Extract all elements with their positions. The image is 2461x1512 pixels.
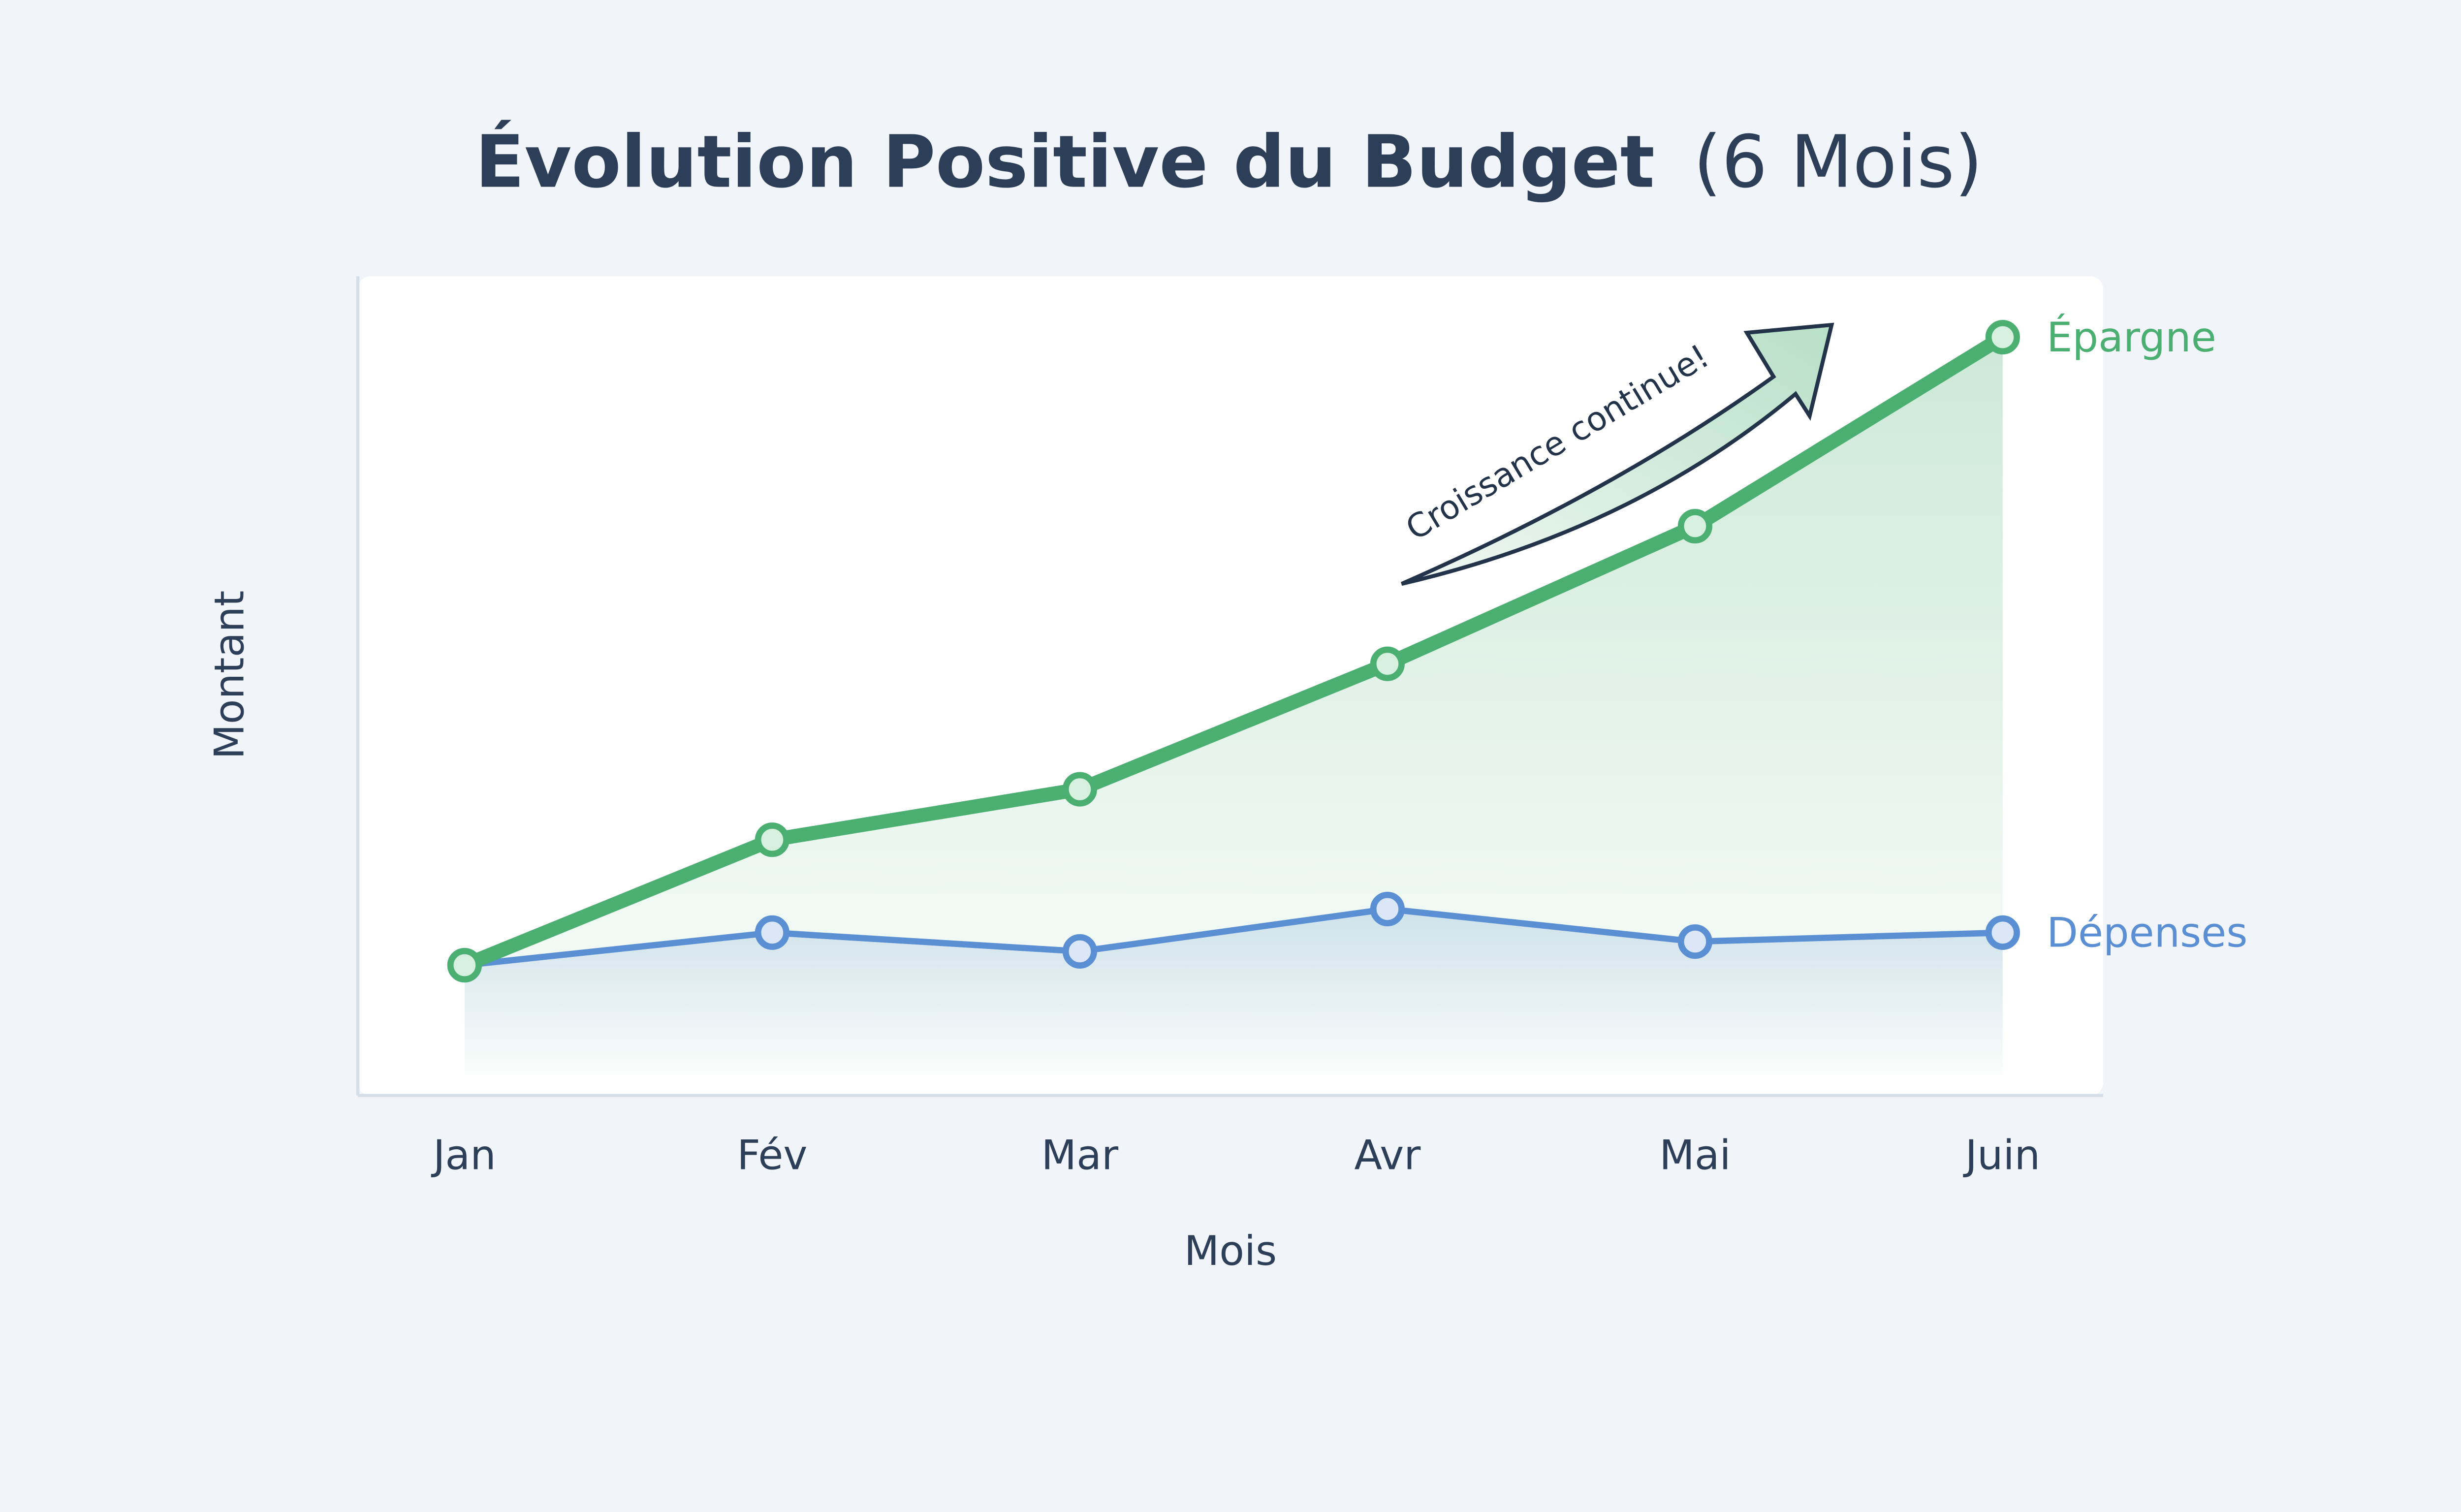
data-point-epargne[interactable]	[755, 822, 789, 857]
data-point-epargne[interactable]	[1370, 646, 1405, 681]
data-point-epargne[interactable]	[1677, 508, 1712, 544]
growth-arrow-icon	[1400, 322, 1834, 586]
data-points	[447, 320, 2020, 983]
x-tick-label: Mar	[1041, 1132, 1119, 1179]
y-axis-label: Montant	[205, 591, 253, 759]
x-ticks: Jan Fév Mar Avr Mai Juin	[431, 1132, 2040, 1179]
budget-line-chart: Évolution Positive du Budget (6 Mois) Mo…	[205, 120, 2248, 1275]
series-line-epargne	[457, 330, 2010, 973]
series-lines	[457, 330, 2010, 973]
x-tick-label: Jan	[431, 1132, 496, 1179]
series-labels: Dépenses Épargne	[2047, 313, 2247, 957]
x-tick-label: Avr	[1354, 1132, 1421, 1179]
x-tick-label: Juin	[1963, 1132, 2041, 1179]
series-label-epargne: Épargne	[2047, 313, 2216, 361]
chart-title-main: Évolution Positive du Budget	[475, 120, 1655, 204]
data-point-depenses[interactable]	[1985, 915, 2020, 950]
data-point-depenses[interactable]	[1677, 924, 1712, 959]
data-point-depenses[interactable]	[1062, 934, 1097, 969]
series-label-depenses: Dépenses	[2047, 909, 2247, 957]
data-point-epargne[interactable]	[447, 948, 482, 983]
data-point-depenses[interactable]	[1370, 891, 1405, 926]
series-areas	[464, 337, 2003, 1075]
series-area-epargne	[464, 337, 2003, 1075]
data-point-epargne[interactable]	[1985, 320, 2020, 355]
series-line-depenses	[461, 906, 2006, 969]
x-tick-label: Mai	[1659, 1132, 1731, 1179]
data-point-epargne[interactable]	[1062, 772, 1097, 807]
x-tick-label: Fév	[737, 1132, 807, 1179]
chart-title-suffix: (6 Mois)	[1693, 120, 1983, 204]
chart-title: Évolution Positive du Budget (6 Mois)	[475, 120, 1983, 204]
data-point-depenses[interactable]	[755, 915, 789, 950]
x-axis-label: Mois	[1184, 1227, 1277, 1275]
